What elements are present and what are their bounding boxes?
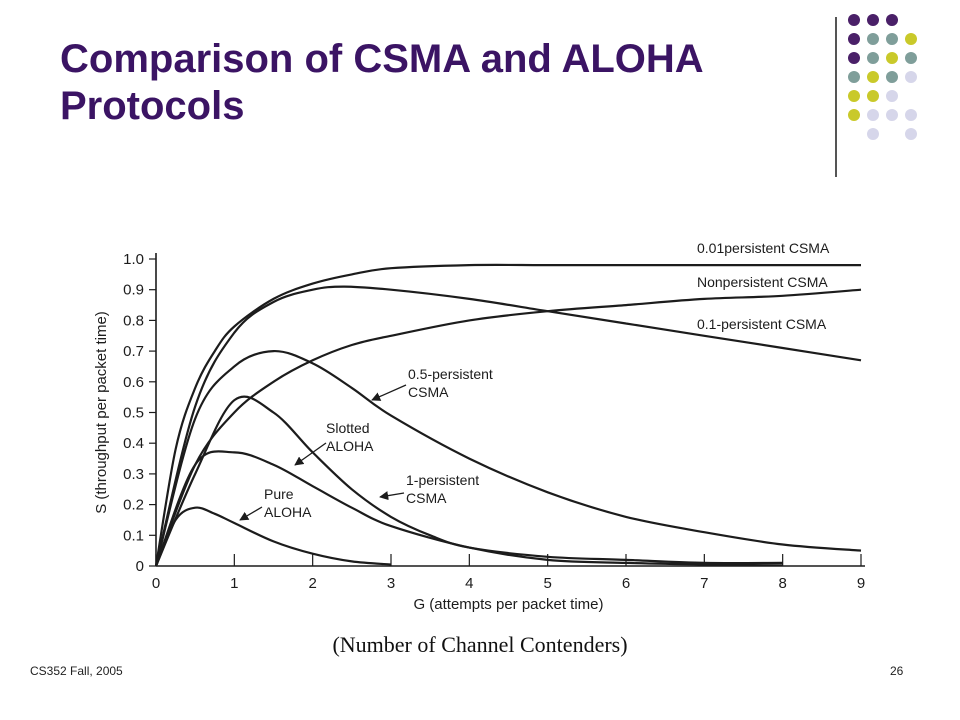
x-tick-label: 7 bbox=[700, 575, 708, 592]
x-tick-label: 0 bbox=[152, 575, 160, 592]
series-line-0-5-persistent-csma bbox=[154, 349, 862, 567]
decoration-dot bbox=[905, 71, 917, 83]
decoration-dot bbox=[886, 33, 898, 45]
page-number: 26 bbox=[890, 664, 904, 678]
decoration-dot bbox=[848, 14, 860, 26]
decoration-dot bbox=[867, 90, 879, 102]
decoration-dot bbox=[905, 33, 917, 45]
y-tick-label: 0.9 bbox=[123, 282, 144, 299]
x-tick-label: 4 bbox=[465, 575, 473, 592]
series-line-1-persistent-csma bbox=[154, 450, 783, 567]
decoration-dot-grid bbox=[848, 14, 948, 154]
decoration-dot bbox=[905, 109, 917, 121]
decoration-dot bbox=[886, 14, 898, 26]
y-tick-label: 0.5 bbox=[123, 405, 144, 422]
decoration-dot bbox=[867, 128, 879, 140]
y-tick-label: 0.2 bbox=[123, 497, 144, 514]
annotation-label: ALOHA bbox=[264, 504, 312, 520]
decoration-dot bbox=[867, 52, 879, 64]
annotation-label: 0.01persistent CSMA bbox=[697, 240, 830, 256]
y-tick-label: 0.7 bbox=[123, 343, 144, 360]
title-divider bbox=[835, 17, 837, 177]
x-axis-label: G (attempts per packet time) bbox=[413, 596, 603, 613]
x-tick-label: 3 bbox=[387, 575, 395, 592]
annotation-arrow bbox=[239, 506, 263, 521]
chart-axes bbox=[155, 253, 865, 567]
y-axis-label: S (throughput per packet time) bbox=[93, 311, 110, 514]
x-tick-label: 6 bbox=[622, 575, 630, 592]
annotation-arrow bbox=[371, 384, 407, 401]
chart-curves bbox=[154, 263, 862, 567]
decoration-dot bbox=[886, 71, 898, 83]
series-line-nonpersistent-csma bbox=[154, 288, 862, 567]
decoration-dot bbox=[848, 109, 860, 121]
decoration-dot bbox=[867, 109, 879, 121]
x-tick-label: 5 bbox=[543, 575, 551, 592]
annotation-label: 1-persistent bbox=[406, 472, 479, 488]
chart-caption: (Number of Channel Contenders) bbox=[332, 632, 628, 657]
annotation-label: Pure bbox=[264, 486, 294, 502]
decoration-dot bbox=[848, 71, 860, 83]
y-tick-label: 0 bbox=[136, 558, 144, 575]
decoration-dot bbox=[848, 90, 860, 102]
y-tick-label: 0.3 bbox=[123, 466, 144, 483]
decoration-dot bbox=[905, 52, 917, 64]
decoration-dot bbox=[886, 52, 898, 64]
x-tick-label: 9 bbox=[857, 575, 865, 592]
decoration-dot bbox=[867, 71, 879, 83]
chart-annotation-arrows bbox=[239, 384, 407, 521]
decoration-dot bbox=[867, 33, 879, 45]
decoration-dot bbox=[886, 90, 898, 102]
annotation-label: CSMA bbox=[406, 490, 447, 506]
annotation-label: Nonpersistent CSMA bbox=[697, 274, 828, 290]
x-tick-label: 1 bbox=[230, 575, 238, 592]
decoration-dot bbox=[848, 52, 860, 64]
slide-title: Comparison of CSMA and ALOHA Protocols bbox=[60, 37, 703, 128]
decoration-dot bbox=[886, 109, 898, 121]
annotation-label: 0.1-persistent CSMA bbox=[697, 316, 827, 332]
decoration-dot bbox=[848, 33, 860, 45]
footer-course: CS352 Fall, 2005 bbox=[30, 664, 123, 678]
annotation-label: 0.5-persistent bbox=[408, 366, 493, 382]
y-tick-label: 0.4 bbox=[123, 435, 144, 452]
annotation-label: ALOHA bbox=[326, 438, 374, 454]
throughput-chart: 0 0.1 0.2 0.3 0.4 0.5 0.6 0.7 0.8 0.9 1.0 0 1 2 3 4 5 6 7 8… bbox=[93, 240, 865, 613]
series-line-0-01persistent-csma bbox=[154, 263, 861, 567]
y-tick-label: 0.1 bbox=[123, 527, 144, 544]
y-tick-label: 0.6 bbox=[123, 374, 144, 391]
series-line-slotted-aloha bbox=[154, 395, 783, 567]
x-tick-label: 8 bbox=[778, 575, 786, 592]
chart-labels: G (attempts per packet time) S (throughpu… bbox=[93, 240, 830, 613]
annotation-label: CSMA bbox=[408, 384, 449, 400]
annotation-label: Slotted bbox=[326, 420, 370, 436]
decoration-dot bbox=[867, 14, 879, 26]
series-line-pure-aloha bbox=[154, 506, 392, 567]
annotation-arrow bbox=[294, 442, 327, 466]
annotation-arrow bbox=[379, 491, 405, 501]
y-tick-label: 0.8 bbox=[123, 312, 144, 329]
y-tick-label: 1.0 bbox=[123, 251, 144, 268]
series-line-0-1-persistent-csma bbox=[154, 285, 862, 567]
x-tick-label: 2 bbox=[308, 575, 316, 592]
decoration-dot bbox=[905, 128, 917, 140]
chart-ticks: 0 0.1 0.2 0.3 0.4 0.5 0.6 0.7 0.8 0.9 1.0 0 1 2 3 4 5 6 7 8… bbox=[123, 251, 865, 592]
